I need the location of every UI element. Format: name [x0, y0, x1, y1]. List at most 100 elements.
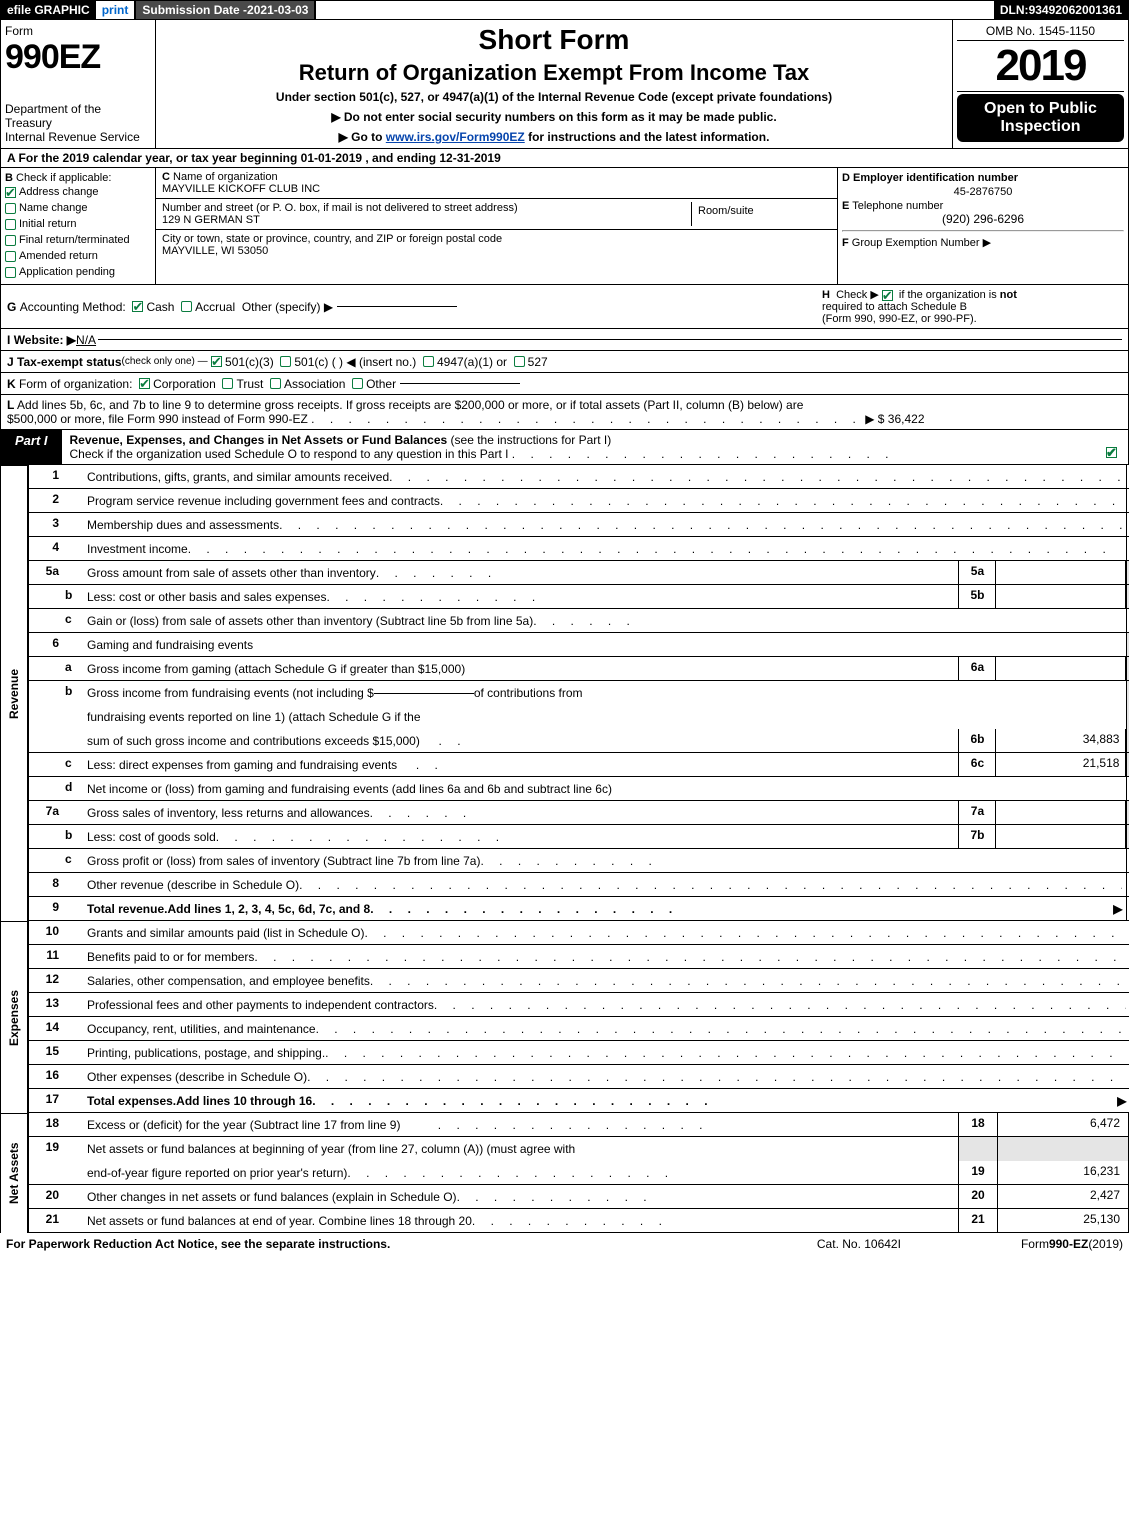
ln-18: 18 [29, 1113, 63, 1136]
desc-9b: Add lines 1, 2, 3, 4, 5c, 6d, 7c, and 8 [167, 902, 370, 916]
part-1-see: (see the instructions for Part I) [451, 433, 612, 447]
ln-6: 6 [29, 633, 63, 656]
ln-5c: c [63, 609, 83, 632]
addr-cell: Number and street (or P. O. box, if mail… [156, 199, 837, 230]
ln-17: 17 [29, 1089, 63, 1112]
check-schedule-o[interactable] [1106, 447, 1117, 458]
row-i: I Website: ▶ N/A [0, 329, 1129, 351]
side-revenue: Revenue [0, 465, 28, 921]
check-h[interactable] [882, 290, 893, 301]
sub-6c: 6c [958, 753, 996, 776]
527-label: 527 [528, 355, 548, 369]
org-name: MAYVILLE KICKOFF CLUB INC [162, 183, 320, 195]
l-text1: Add lines 5b, 6c, and 7b to line 9 to de… [17, 398, 803, 412]
header-right: OMB No. 1545-1150 2019 Open to Public In… [953, 20, 1128, 148]
print-button[interactable]: print [96, 1, 137, 19]
line-18: 18 Excess or (deficit) for the year (Sub… [28, 1113, 1129, 1137]
row-k: K Form of organization: Corporation Trus… [0, 373, 1129, 395]
return-title: Return of Organization Exempt From Incom… [160, 60, 948, 86]
subval-6b: 34,883 [996, 729, 1126, 752]
line-6b-2: fundraising events reported on line 1) (… [28, 705, 1129, 729]
other-org-field[interactable] [400, 383, 520, 384]
check-501c3[interactable] [211, 356, 222, 367]
line-4: 4 Investment income. . . . . . . . . . .… [28, 537, 1129, 561]
desc-6b-2: of contributions from [474, 686, 583, 700]
name-change-label: Name change [19, 202, 88, 214]
num-18: 18 [958, 1113, 998, 1136]
h-check-pre: Check ▶ [836, 289, 879, 301]
paperwork-notice: For Paperwork Reduction Act Notice, see … [6, 1237, 390, 1251]
ln-5a: 5a [29, 561, 63, 584]
check-final[interactable] [5, 235, 16, 246]
ln-7a: 7a [29, 801, 63, 824]
val-20: 2,427 [998, 1185, 1128, 1208]
check-name-change[interactable] [5, 203, 16, 214]
check-addr-change[interactable] [5, 187, 16, 198]
f-label: F [842, 237, 849, 249]
subval-5a [996, 561, 1126, 584]
form-ref-year: (2019) [1088, 1237, 1123, 1251]
check-accrual[interactable] [181, 301, 192, 312]
check-501c[interactable] [280, 356, 291, 367]
ln-6b: b [63, 681, 83, 705]
desc-7c: Gross profit or (loss) from sales of inv… [87, 854, 480, 868]
goto-pre: ▶ Go to [339, 130, 386, 144]
line-8: 8 Other revenue (describe in Schedule O)… [28, 873, 1129, 897]
check-4947[interactable] [423, 356, 434, 367]
check-other[interactable] [352, 378, 363, 389]
cat-no: Cat. No. 10642I [817, 1237, 901, 1251]
desc-6b-3: fundraising events reported on line 1) (… [87, 710, 421, 724]
desc-15: Printing, publications, postage, and shi… [87, 1046, 325, 1060]
line-16: 16 Other expenses (describe in Schedule … [28, 1065, 1129, 1089]
part-1-tab: Part I [1, 430, 62, 464]
line-1: 1 Contributions, gifts, grants, and simi… [28, 465, 1129, 489]
desc-6c: Less: direct expenses from gaming and fu… [87, 758, 397, 772]
desc-18: Excess or (deficit) for the year (Subtra… [87, 1118, 400, 1132]
ln-7b: b [63, 825, 83, 848]
other-specify: Other (specify) ▶ [242, 300, 333, 314]
check-amended[interactable] [5, 251, 16, 262]
ln-5b: b [63, 585, 83, 608]
line-5a: 5a Gross amount from sale of assets othe… [28, 561, 1129, 585]
goto-link[interactable]: www.irs.gov/Form990EZ [386, 130, 525, 144]
sub-5b: 5b [958, 585, 996, 608]
ein-label: Employer identification number [853, 172, 1018, 184]
sub-date: 2021-03-03 [247, 3, 308, 17]
street-addr: 129 N GERMAN ST [162, 214, 260, 226]
dln-value: 93492062001361 [1029, 3, 1122, 17]
check-initial[interactable] [5, 219, 16, 230]
info-grid: B Check if applicable: Address change Na… [0, 168, 1129, 285]
other-label: Other [366, 377, 396, 391]
contrib-field[interactable] [374, 693, 474, 694]
under-section: Under section 501(c), 527, or 4947(a)(1)… [160, 90, 948, 104]
j-label: J [7, 355, 14, 369]
ln-11: 11 [29, 945, 63, 968]
goto-post: for instructions and the latest informat… [528, 130, 769, 144]
tax-year: 2019 [957, 41, 1124, 92]
check-527[interactable] [514, 356, 525, 367]
ln-3: 3 [29, 513, 63, 536]
name-of-org-label: Name of organization [173, 171, 278, 183]
other-specify-field[interactable] [337, 306, 457, 307]
ln-2: 2 [29, 489, 63, 512]
line-14: 14 Occupancy, rent, utilities, and maint… [28, 1017, 1129, 1041]
check-app-pending[interactable] [5, 267, 16, 278]
501c3-label: 501(c)(3) [225, 355, 274, 369]
b-label: B [5, 172, 13, 184]
check-cash[interactable] [132, 301, 143, 312]
check-assoc[interactable] [270, 378, 281, 389]
subval-5b [996, 585, 1126, 608]
form-number: 990EZ [5, 38, 151, 77]
check-trust[interactable] [222, 378, 233, 389]
num-20: 20 [958, 1185, 998, 1208]
section-c: C Name of organization MAYVILLE KICKOFF … [156, 168, 838, 284]
desc-21: Net assets or fund balances at end of ye… [87, 1214, 472, 1228]
part-1-header: Part I Revenue, Expenses, and Changes in… [0, 430, 1129, 465]
sub-5a: 5a [958, 561, 996, 584]
sub-7a: 7a [958, 801, 996, 824]
l-text2: $500,000 or more, file Form 990 instead … [7, 412, 308, 426]
desc-11: Benefits paid to or for members [87, 950, 254, 964]
check-corp[interactable] [139, 378, 150, 389]
part-1-title: Revenue, Expenses, and Changes in Net As… [62, 430, 1128, 464]
topbar: efile GRAPHIC print Submission Date - 20… [0, 0, 1129, 20]
